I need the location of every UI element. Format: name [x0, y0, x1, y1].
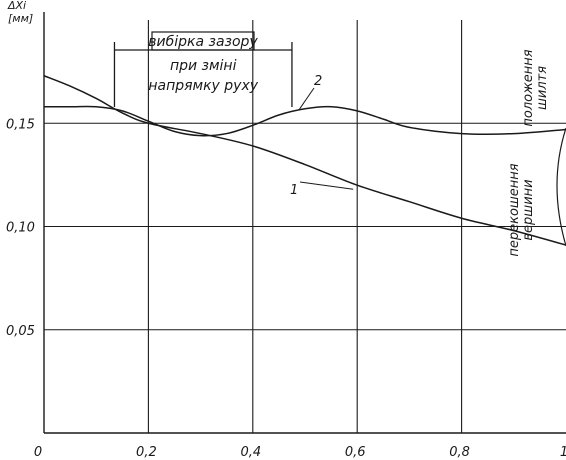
right-label-mid-line2: вершини [521, 179, 536, 240]
tilt-arc [556, 127, 566, 247]
y-tick-label: 0,05 [6, 324, 35, 339]
series-line-2 [44, 105, 566, 137]
x-tick-label: 0 [34, 445, 42, 460]
backlash-label-line2: при зміні [170, 58, 237, 74]
series-2-label: 2 [314, 74, 322, 89]
series-1-leader [299, 181, 354, 190]
right-label-mid-line1: перекошення [507, 163, 522, 256]
x-tick-label: 0,6 [345, 445, 366, 460]
annotations: вибірка зазору при зміні напрямку руху п… [113, 31, 566, 257]
y-axis-label-line2: [мм] [8, 12, 33, 25]
y-tick-label: 0,10 [6, 221, 35, 236]
right-label-top-line1: положення [521, 49, 536, 126]
y-tick-label: 0,15 [6, 117, 35, 132]
series-lines [43, 75, 566, 246]
x-tick-label: 0,2 [136, 445, 157, 460]
backlash-label-line1: вибірка зазору [148, 34, 258, 50]
y-axis-label-line1: ΔXi [7, 0, 26, 12]
axes [43, 12, 566, 434]
series-1-label: 1 [290, 183, 298, 198]
x-tick-label: 1 [560, 445, 566, 460]
backlash-label-line3: напрямку руху [148, 78, 258, 94]
series-line-1 [43, 75, 566, 246]
x-tick-label: 0,8 [449, 445, 470, 460]
grid [44, 20, 566, 433]
backlash-label-box [151, 31, 255, 51]
series-2-leader [298, 87, 315, 111]
x-tick-label: 0,4 [240, 445, 261, 460]
right-label-top-line2: шилтя [535, 66, 550, 110]
labels: ΔXi [мм] 0 0,2 0,4 0,6 0,8 1 0,15 0,10 0,05 1 2 [6, 0, 566, 460]
